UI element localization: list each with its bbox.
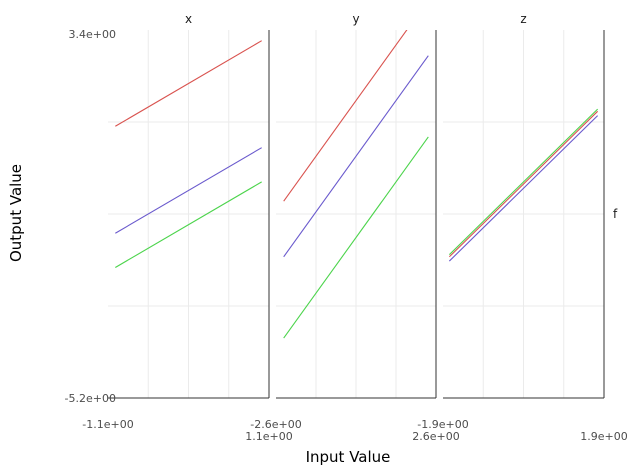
panel-x: x -1.1e+00 1.1e+00	[82, 12, 292, 443]
panel-grid-y	[276, 30, 436, 398]
x-tick-x-max: 1.1e+00	[245, 430, 292, 443]
series-line-2	[448, 115, 599, 262]
y-tick-top: 3.4e+00	[69, 28, 116, 41]
x-axis-title: Input Value	[306, 448, 391, 466]
series-line-1	[448, 110, 599, 258]
facet-label-x: x	[185, 12, 192, 26]
facet-label-y: y	[352, 12, 359, 26]
legend-title: f	[613, 207, 618, 221]
panel-z: z -1.9e+00 1.9e+00	[417, 12, 627, 443]
series-line-3	[448, 108, 599, 256]
series-line-2	[283, 55, 429, 258]
x-tick-y-max: 2.6e+00	[412, 430, 459, 443]
series-line-3	[115, 181, 262, 268]
x-tick-z-max: 1.9e+00	[580, 430, 627, 443]
y-axis: 3.4e+00 -5.2e+00	[65, 28, 116, 405]
panel-y: y -2.6e+00 2.6e+00	[250, 12, 459, 443]
x-tick-x-min: -1.1e+00	[82, 418, 133, 431]
series-line-2	[115, 147, 262, 234]
y-axis-title: Output Value	[7, 164, 25, 262]
x-tick-y-min: -2.6e+00	[250, 418, 301, 431]
series-line-1	[283, 30, 408, 202]
y-tick-bottom: -5.2e+00	[65, 392, 116, 405]
facet-label-z: z	[520, 12, 526, 26]
panel-series-y	[283, 30, 429, 339]
panel-grid-z	[443, 30, 604, 398]
series-line-3	[283, 136, 429, 339]
chart-panels: x -1.1e+00 1.1e+00 y -2.6e+00 2.6e+00 z -1.9e+0…	[82, 12, 627, 443]
panel-grid-x	[108, 30, 269, 398]
panel-series-z	[448, 108, 599, 262]
series-line-1	[115, 40, 262, 127]
x-tick-z-min: -1.9e+00	[417, 418, 468, 431]
panel-series-x	[115, 40, 262, 268]
